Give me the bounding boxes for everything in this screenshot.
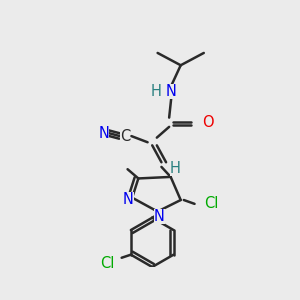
Text: C: C — [120, 129, 130, 144]
Text: Cl: Cl — [204, 196, 219, 211]
Text: N: N — [123, 192, 134, 207]
Text: Cl: Cl — [100, 256, 115, 272]
Text: O: O — [202, 115, 214, 130]
Text: N: N — [98, 125, 109, 140]
Text: N: N — [154, 209, 165, 224]
Text: N: N — [166, 84, 177, 99]
Text: H: H — [151, 84, 161, 99]
Text: H: H — [170, 161, 181, 176]
